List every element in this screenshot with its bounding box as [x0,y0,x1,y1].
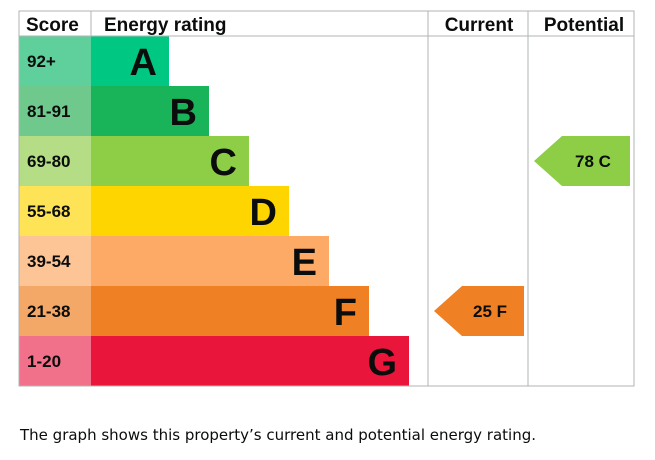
rating-bar-b [91,86,209,136]
rating-bar-f [91,286,369,336]
score-cell-f [19,286,91,336]
current-rating-arrow [434,286,524,336]
rating-letter-f: F [334,292,357,334]
score-cell-d [19,186,91,236]
score-label-g: 1-20 [27,352,61,371]
potential-rating-arrow [534,136,630,186]
rating-bar-e [91,236,329,286]
score-label-a: 92+ [27,52,56,71]
current-rating-label: 25 F [473,302,507,321]
rating-letter-g: G [367,342,397,384]
rating-letter-a: A [130,42,157,84]
score-label-d: 55-68 [27,202,70,221]
score-label-b: 81-91 [27,102,70,121]
rating-letter-e: E [292,242,317,284]
rating-bar-c [91,136,249,186]
potential-rating-label: 78 C [575,152,611,171]
score-cell-c [19,136,91,186]
rating-bar-g [91,336,409,386]
header-score: Score [26,15,79,36]
chart-border [18,10,635,387]
score-cell-g [19,336,91,386]
grid-lines [18,10,635,387]
energy-rating-chart: Score Energy rating Current Potential 92… [18,10,635,387]
header-energy-rating: Energy rating [104,15,226,36]
score-label-e: 39-54 [27,252,71,271]
rating-bar-a [91,36,169,86]
score-label-c: 69-80 [27,152,70,171]
rating-bands: 92+ A 81-91 B 69-80 C 55-68 D 39-54 E 21-38 F 1-20 G [19,36,409,386]
score-cell-e [19,236,91,286]
score-cell-b [19,86,91,136]
rating-letter-d: D [250,192,277,234]
chart-caption: The graph shows this property’s current … [20,426,536,444]
header-current: Current [445,15,514,36]
score-label-f: 21-38 [27,302,70,321]
header-potential: Potential [544,15,624,36]
rating-markers: 25 F 78 C [434,136,630,336]
rating-letter-b: B [170,92,197,134]
rating-bar-d [91,186,289,236]
rating-letter-c: C [210,142,237,184]
score-cell-a [19,36,91,86]
